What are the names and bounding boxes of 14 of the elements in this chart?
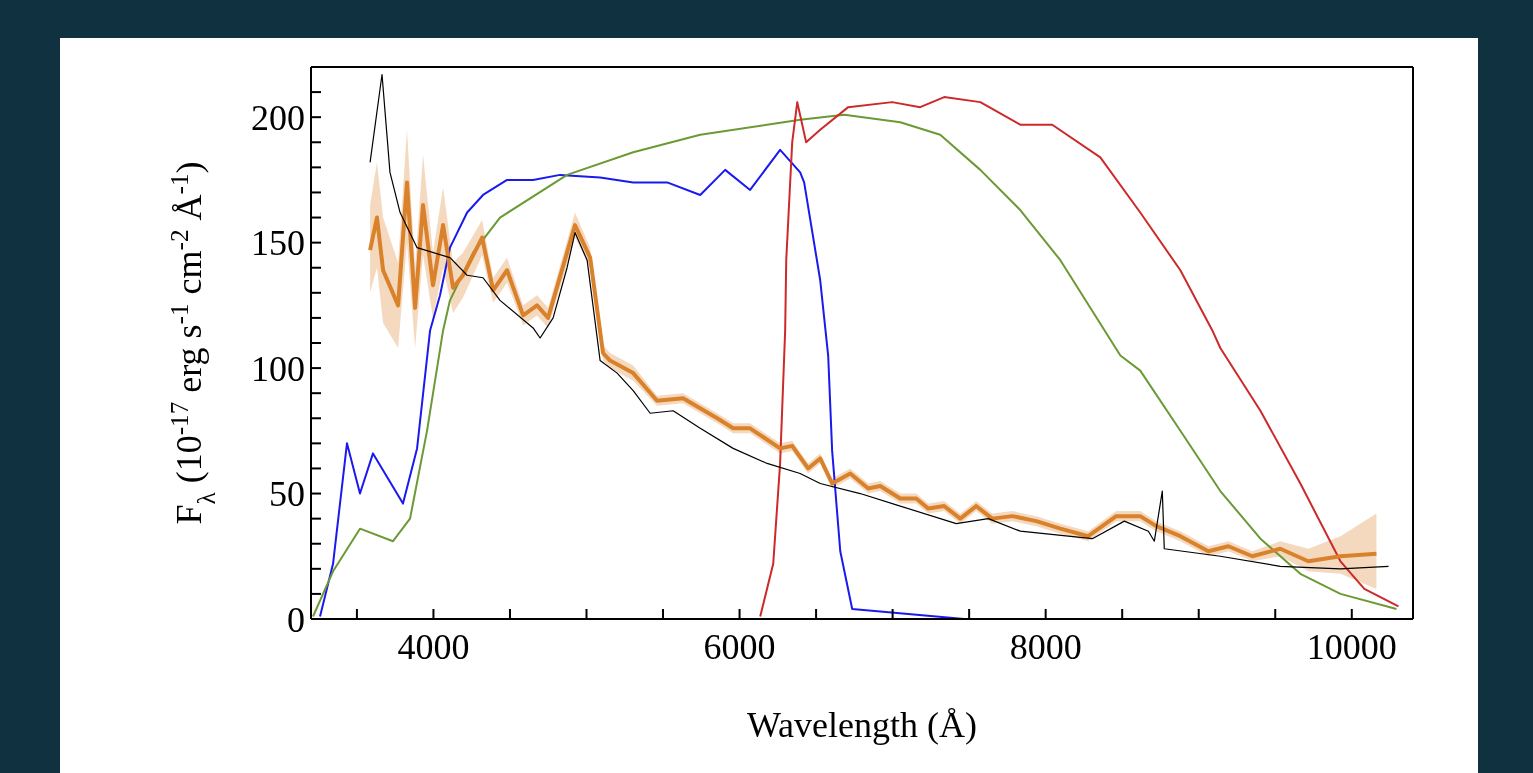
y-tick-label: 100 — [251, 348, 305, 389]
x-tick-label: 10000 — [1306, 626, 1397, 667]
line-series — [311, 113, 1398, 618]
line-series — [759, 96, 1400, 618]
y-tick-label: 150 — [251, 223, 305, 264]
x-tick-label: 6000 — [703, 626, 776, 667]
y-tick-label: 200 — [251, 97, 305, 138]
line-series — [368, 180, 1379, 564]
x-tick-label: 4000 — [397, 626, 470, 667]
y-tick-label: 50 — [269, 474, 305, 515]
x-axis-title: Wavelength (Å) — [746, 705, 978, 745]
line-series — [369, 73, 1390, 570]
x-tick-label: 8000 — [1009, 626, 1082, 667]
y-tick-label: 0 — [287, 599, 305, 640]
